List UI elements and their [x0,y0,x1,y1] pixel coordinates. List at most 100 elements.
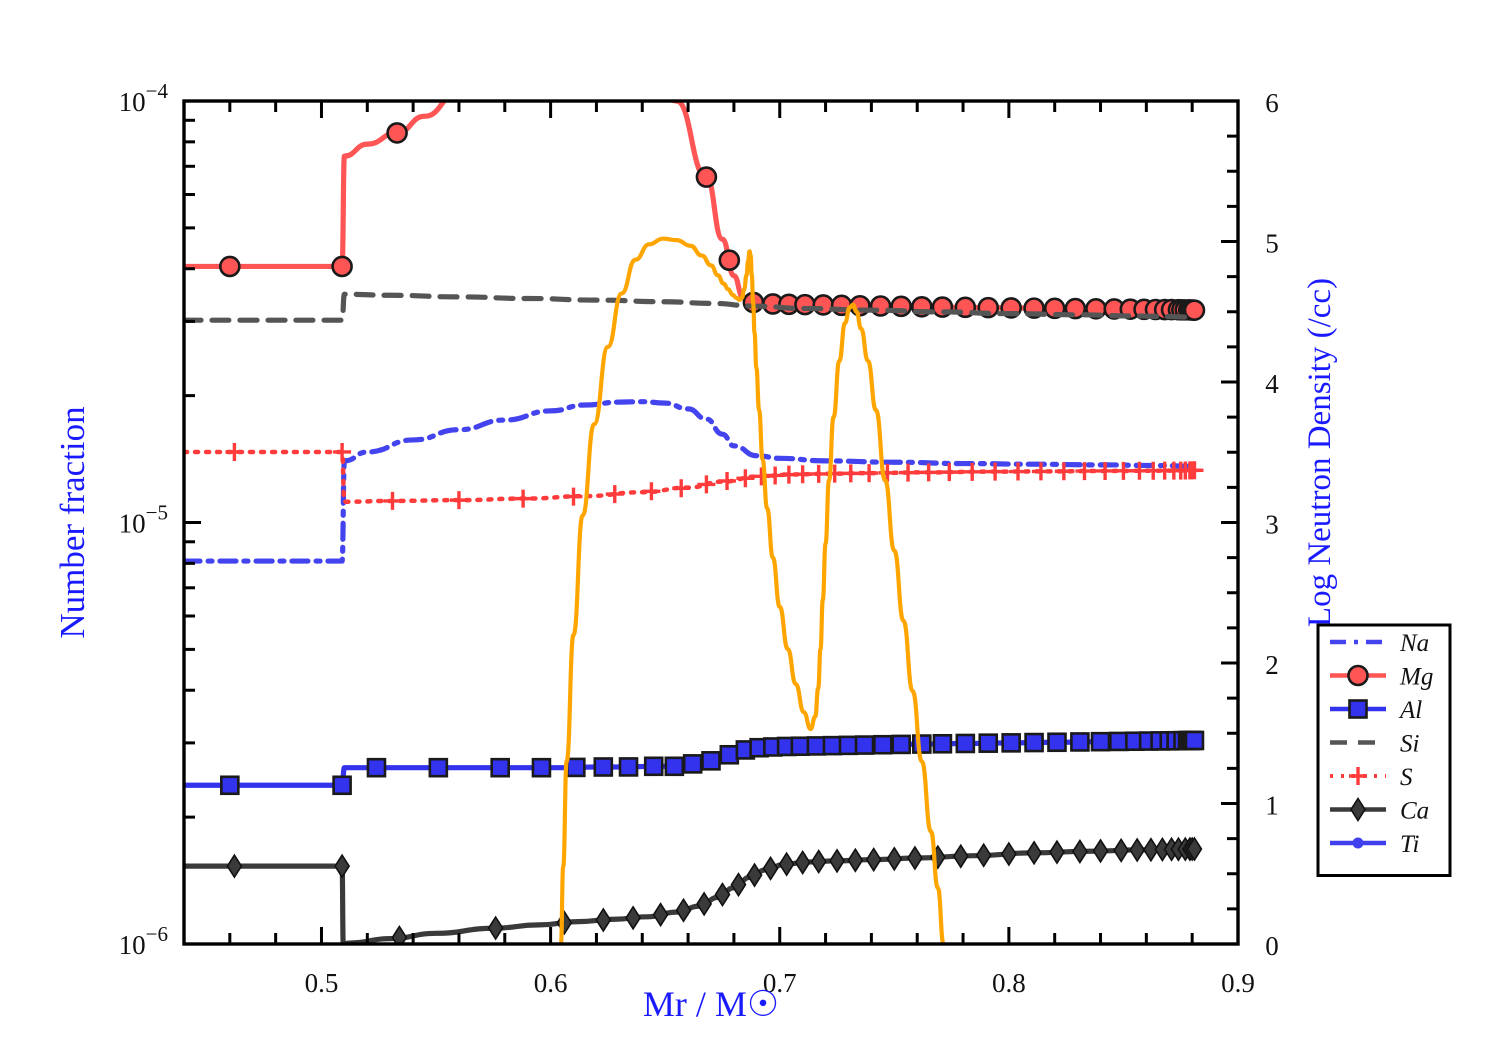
marker-Ca [865,847,882,873]
marker-Ca [625,905,642,931]
legend-marker-Al [1348,699,1368,719]
legend-label-Si[interactable]: Si [1400,731,1420,758]
legend-label-Ca[interactable]: Ca [1400,798,1429,825]
marker-Ca [810,849,827,875]
series-layer [184,101,1206,944]
marker-Al [618,757,639,777]
marker-Al [1001,733,1021,753]
marker-Ca [391,925,408,944]
marker-Mg [695,166,718,188]
marker-S [1096,461,1115,480]
marker-Ca [1000,841,1017,867]
marker-Mg [386,122,408,144]
marker-Ca [829,848,845,874]
marker-Ca [1142,837,1159,863]
marker-Mg [1183,299,1206,321]
marker-Ca [1092,838,1109,864]
marker-S [793,465,812,484]
legend-label-Na[interactable]: Na [1399,630,1429,657]
marker-Ca [556,910,573,936]
marker-Ca [652,902,669,928]
legend-marker-Ca [1350,797,1366,822]
marker-Mg [812,294,835,316]
legend-label-Mg[interactable]: Mg [1399,664,1433,691]
marker-Ca [1129,837,1146,863]
marker-Al [838,735,859,756]
ytick-label-right: 3 [1265,510,1279,540]
ytick-label-right: 1 [1265,791,1279,821]
marker-Al [790,736,811,757]
marker-S [718,471,737,490]
marker-Mg [794,293,816,316]
series-line-NeutronDensity [558,236,946,944]
marker-Al [1109,731,1129,752]
marker-Ca [778,851,795,877]
legend-label-S[interactable]: S [1400,764,1413,791]
marker-S [697,475,716,494]
marker-Al [911,734,932,754]
legend-marker-Mg [1347,664,1369,687]
ytick-label-left: 10−4 [119,79,169,117]
ytick-label-left: 10−5 [119,501,168,539]
series-line-S [184,449,1197,505]
marker-Ca [595,907,612,933]
marker-Al [891,734,911,755]
marker-Ca [794,849,811,875]
marker-S [940,463,959,482]
marker-Al [1024,732,1044,753]
marker-Mg [219,255,241,278]
marker-S [383,491,402,510]
marker-Ca [487,915,504,941]
marker-Al [806,736,827,756]
marker-Al [593,757,614,777]
marker-S [1075,462,1094,481]
marker-S [225,442,244,461]
marker-S [860,464,879,483]
marker-Ca [1049,839,1065,865]
marker-Ca [714,882,731,908]
legend-label-Ti[interactable]: Ti [1400,831,1420,858]
marker-Al [220,775,240,796]
marker-Ca [886,846,903,872]
marker-S [514,489,533,508]
marker-S [333,442,352,461]
marker-S [899,463,918,482]
marker-S [736,469,755,488]
marker-Ca [746,862,763,888]
marker-Al [873,734,893,755]
marker-Al [978,733,999,753]
marker-Al [701,751,721,771]
marker-Ca [762,855,779,881]
ytick-label-left: 10−6 [119,922,168,960]
marker-Al [1070,732,1090,752]
marker-S [672,479,691,498]
marker-Al [932,733,953,754]
ytick-label-right: 4 [1265,369,1279,399]
marker-S [1114,461,1133,480]
marker-Ca [1026,840,1043,866]
series-line-Si [184,291,1198,323]
marker-S [642,482,661,501]
marker-Ca [975,842,992,868]
legend-box [1316,623,1452,877]
marker-Al [531,757,552,778]
ytick-label-right: 5 [1265,229,1279,259]
legend-label-Al[interactable]: Al [1398,697,1422,724]
marker-Ca [1113,837,1130,863]
marker-Al [854,735,875,755]
marker-S [449,491,468,510]
legend-marker-Ti [1352,837,1364,849]
xtick-label: 0.5 [305,968,339,998]
series-line-Na [184,399,1195,564]
series-line-Ca [184,846,1198,944]
y-axis-label-left: Number fraction [53,406,92,638]
marker-Ca [906,845,923,871]
marker-Ca [675,897,692,923]
marker-Al [719,744,740,765]
marker-Ca [1071,838,1088,864]
marker-Al [428,757,449,778]
marker-S [1009,462,1028,481]
ytick-label-right: 0 [1265,931,1279,961]
marker-Ca [952,843,969,869]
marker-Ca [334,853,351,879]
